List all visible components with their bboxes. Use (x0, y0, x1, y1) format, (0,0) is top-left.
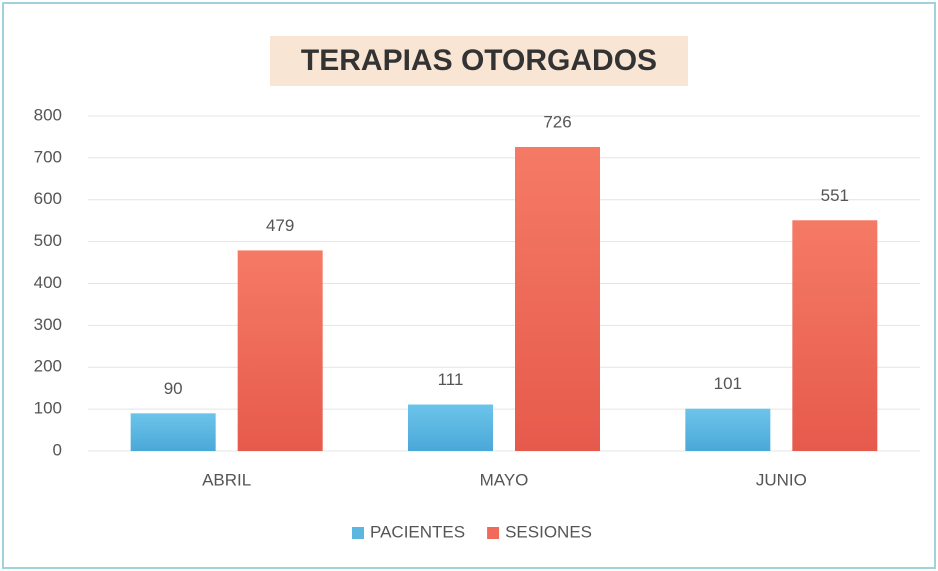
data-label: 551 (821, 186, 849, 205)
y-tick-label: 700 (34, 147, 62, 166)
y-tick-label: 0 (53, 440, 62, 459)
data-label: 111 (438, 370, 464, 389)
legend-label: PACIENTES (370, 522, 465, 541)
legend-swatch (352, 527, 364, 539)
y-tick-label: 800 (34, 105, 62, 124)
legend-swatch (487, 527, 500, 539)
legend-label: SESIONES (505, 522, 592, 541)
data-label: 90 (164, 379, 183, 398)
y-tick-label: 600 (34, 189, 62, 208)
y-tick-label: 100 (34, 399, 62, 418)
data-label: 479 (266, 216, 294, 235)
y-tick-label: 300 (34, 315, 62, 334)
bar (792, 220, 878, 451)
data-label: 101 (714, 374, 742, 393)
title-box (270, 36, 688, 86)
bar (408, 404, 493, 451)
x-tick-label: ABRIL (202, 470, 251, 489)
x-tick-label: JUNIO (756, 470, 807, 489)
bar (515, 146, 600, 452)
bar (130, 413, 216, 451)
data-label: 726 (543, 112, 571, 131)
y-tick-label: 400 (34, 273, 62, 292)
chart-title: TERAPIAS OTORGADOS (301, 44, 657, 77)
bar (685, 408, 771, 451)
bar (237, 250, 323, 451)
x-tick-label: MAYO (480, 470, 529, 489)
y-tick-label: 200 (34, 357, 62, 376)
y-tick-label: 500 (34, 231, 62, 250)
